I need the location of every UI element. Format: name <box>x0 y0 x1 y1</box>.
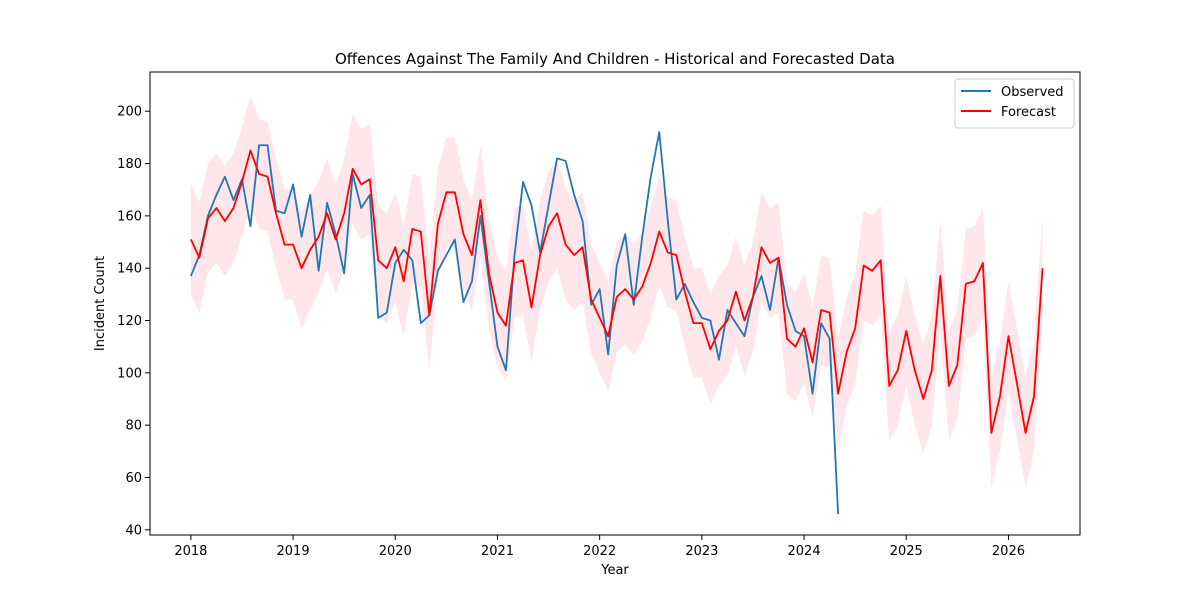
y-tick-label: 200 <box>117 105 142 120</box>
x-tick-label: 2023 <box>685 544 718 559</box>
y-tick-label: 160 <box>117 209 142 224</box>
y-tick-label: 100 <box>117 366 142 381</box>
x-axis-label: Year <box>600 563 629 578</box>
x-tick-label: 2022 <box>583 544 616 559</box>
y-axis: 40 60 80 100 120 140 160 180 200 <box>117 105 150 538</box>
y-tick-label: 60 <box>125 471 142 486</box>
x-tick-label: 2026 <box>992 544 1025 559</box>
x-tick-label: 2021 <box>481 544 514 559</box>
x-tick-label: 2024 <box>788 544 821 559</box>
forecast-line <box>190 149 1044 434</box>
y-tick-label: 40 <box>125 523 142 538</box>
legend-label-observed: Observed <box>1001 85 1064 100</box>
y-tick-label: 80 <box>125 419 142 434</box>
x-tick-label: 2019 <box>277 544 310 559</box>
observed-line <box>190 131 839 515</box>
plot-frame <box>149 71 1081 536</box>
legend-label-forecast: Forecast <box>1001 105 1056 120</box>
x-tick-label: 2025 <box>890 544 923 559</box>
y-tick-label: 180 <box>117 157 142 172</box>
chart-title: Offences Against The Family And Children… <box>335 50 895 68</box>
x-axis: 2018 2019 2020 2021 2022 2023 2024 2025 2026 <box>174 535 1025 559</box>
y-axis-label: Incident Count <box>93 256 108 351</box>
y-tick-label: 120 <box>117 314 142 329</box>
plot-area <box>190 95 1044 515</box>
y-tick-label: 140 <box>117 262 142 277</box>
x-tick-label: 2020 <box>379 544 412 559</box>
forecast-confidence-band <box>190 95 1043 488</box>
legend: Observed Forecast <box>954 78 1075 129</box>
x-tick-label: 2018 <box>174 544 207 559</box>
